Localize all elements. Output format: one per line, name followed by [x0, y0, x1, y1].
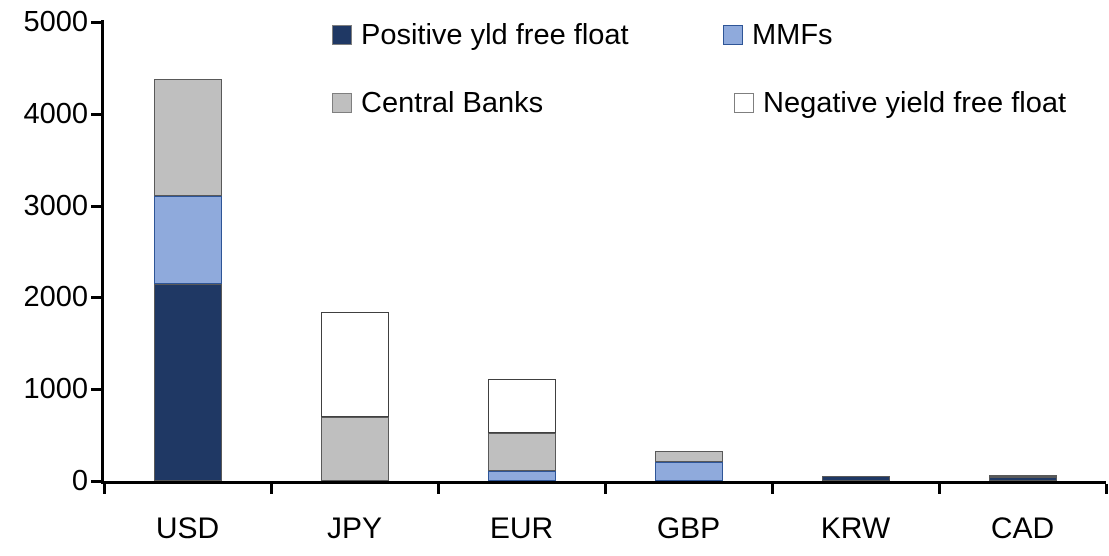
- y-axis-tick: [91, 296, 101, 300]
- x-axis-category-label: JPY: [326, 512, 383, 545]
- legend-swatch-icon: [332, 93, 352, 113]
- x-axis-tick: [770, 484, 774, 494]
- x-axis-category-label: CAD: [990, 512, 1055, 545]
- bar-segment-mmfs-usd: [153, 196, 222, 284]
- bar-segment-central-banks-eur: [487, 433, 556, 471]
- x-axis-tick: [102, 484, 106, 494]
- legend-label: MMFs: [752, 19, 833, 51]
- legend-item-negative-yield-free-float: Negative yield free float: [734, 88, 1066, 118]
- legend-item-positive-yld-free-float: Positive yld free float: [332, 20, 629, 50]
- y-axis-tick-label: 3000: [23, 189, 88, 222]
- bar-segment-central-banks-usd: [153, 78, 222, 197]
- bar-segment-central-banks-gbp: [654, 450, 723, 462]
- x-axis-category-label: EUR: [489, 512, 554, 545]
- x-axis-category-label: USD: [155, 512, 220, 545]
- x-axis-line: [101, 481, 1106, 484]
- legend-swatch-icon: [734, 93, 754, 113]
- y-axis-tick: [91, 112, 101, 116]
- x-axis-category-label: GBP: [656, 512, 721, 545]
- legend-label: Central Banks: [361, 87, 544, 119]
- y-axis-tick-label: 4000: [23, 97, 88, 130]
- bar-segment-mmfs-eur: [487, 470, 556, 481]
- x-axis-tick: [1104, 484, 1108, 494]
- bar-segment-positive-yld-free-float-cad: [988, 477, 1057, 481]
- y-axis-tick: [91, 204, 101, 208]
- legend-swatch-icon: [723, 25, 743, 45]
- y-axis-tick-label: 0: [71, 465, 88, 497]
- bar-segment-negative-yield-free-float-eur: [487, 379, 556, 434]
- legend-swatch-icon: [332, 25, 352, 45]
- bar-segment-central-banks-cad: [988, 474, 1057, 478]
- x-axis-tick: [603, 484, 607, 494]
- y-axis-tick-label: 1000: [23, 373, 88, 406]
- y-axis-tick: [91, 480, 101, 483]
- legend-label: Negative yield free float: [763, 87, 1067, 119]
- y-axis-tick: [91, 388, 101, 392]
- y-axis-tick: [91, 21, 101, 24]
- y-axis-tick-label: 2000: [23, 281, 88, 314]
- y-axis-line: [101, 20, 104, 484]
- legend-item-central-banks: Central Banks: [332, 88, 543, 118]
- bar-segment-positive-yld-free-float-krw: [821, 476, 890, 481]
- y-axis-tick-label: 5000: [23, 6, 88, 38]
- bar-segment-central-banks-jpy: [320, 416, 389, 481]
- x-axis-category-label: KRW: [820, 512, 891, 545]
- bar-segment-mmfs-gbp: [654, 461, 723, 481]
- legend-item-mmfs: MMFs: [723, 20, 833, 50]
- x-axis-tick: [269, 484, 273, 494]
- bar-segment-negative-yield-free-float-jpy: [320, 312, 389, 417]
- x-axis-tick: [436, 484, 440, 494]
- bar-segment-positive-yld-free-float-usd: [153, 283, 222, 481]
- x-axis-tick: [937, 484, 941, 494]
- legend-label: Positive yld free float: [361, 19, 629, 51]
